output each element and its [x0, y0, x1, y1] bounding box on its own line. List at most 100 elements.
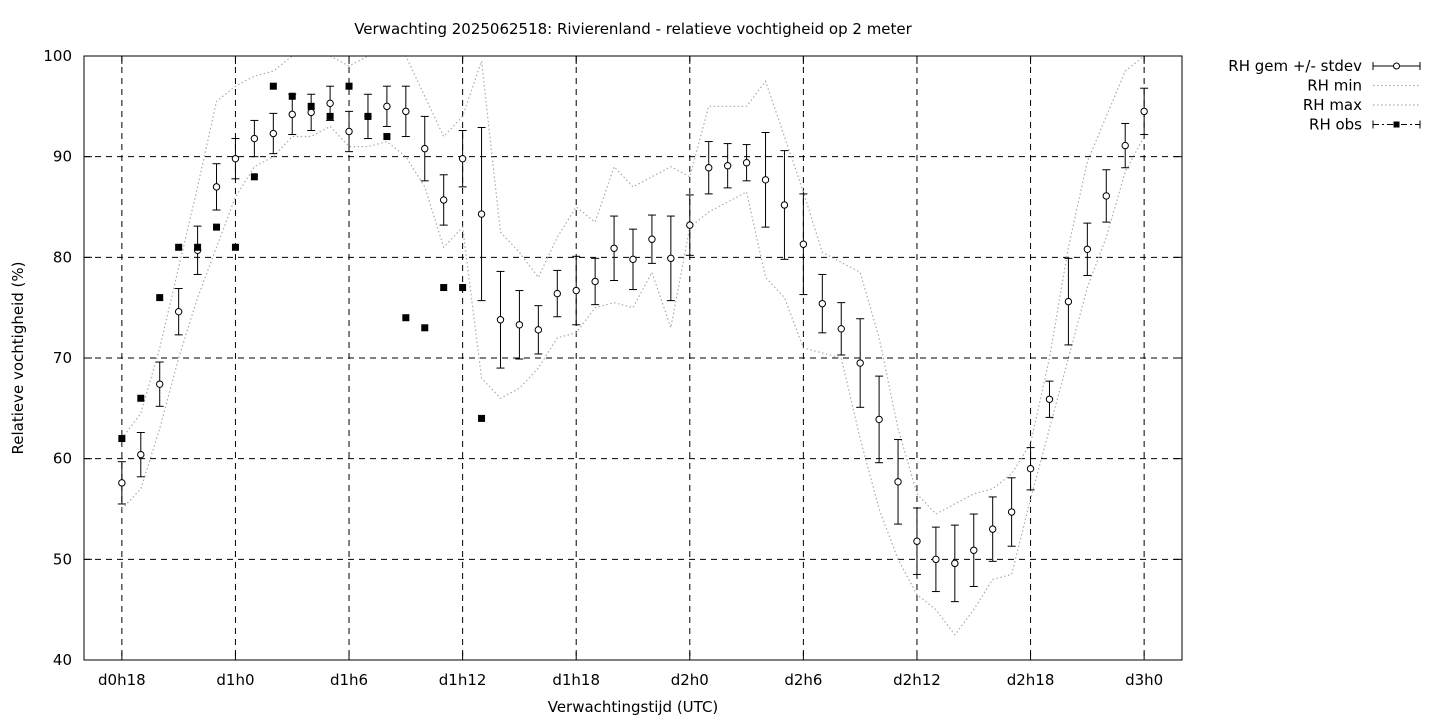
obs-point — [137, 394, 145, 402]
obs-point — [345, 82, 353, 90]
mean-point — [307, 108, 315, 117]
mean-point — [894, 478, 902, 486]
x-tick-label: d2h18 — [1007, 671, 1055, 689]
obs-point — [326, 112, 334, 120]
mean-point — [269, 129, 278, 138]
mean-point — [345, 127, 353, 136]
obs-point — [307, 102, 315, 110]
mean-point — [837, 325, 845, 333]
mean-point — [951, 559, 959, 568]
mean-point — [988, 525, 997, 533]
mean-point — [742, 159, 751, 167]
obs-point — [421, 324, 429, 332]
obs-point — [194, 243, 202, 251]
y-tick-label: 90 — [53, 148, 72, 166]
mean-point — [1064, 297, 1073, 306]
x-tick-label: d2h12 — [893, 671, 941, 689]
mean-point — [118, 479, 126, 487]
y-tick-label: 50 — [53, 550, 72, 568]
legend-label: RH gem +/- stdev — [1228, 57, 1362, 75]
plot-frame — [83, 55, 1183, 661]
mean-point — [477, 210, 486, 218]
obs-point — [250, 173, 258, 181]
mean-point — [761, 176, 770, 184]
obs-point — [364, 112, 372, 120]
x-tick-label: d0h18 — [98, 671, 146, 689]
mean-point — [231, 154, 240, 163]
obs-point — [269, 82, 277, 90]
mean-point — [1045, 395, 1054, 403]
mean-point — [156, 380, 164, 388]
mean-point — [250, 134, 259, 143]
mean-point — [913, 537, 921, 545]
obs-point — [440, 284, 448, 292]
mean-point — [970, 546, 978, 554]
obs-point — [231, 243, 239, 251]
obs-point — [478, 414, 486, 422]
mean-point — [799, 240, 808, 248]
mean-point — [648, 235, 656, 243]
grid-lines — [84, 56, 1182, 660]
x-axis-ticks: d0h18 d1h0 d1h6 d1h12 d1h18 d2h0 d2h6 d2h12 d2h1… — [98, 56, 1163, 689]
mean-point — [212, 183, 221, 191]
mean-point — [1007, 508, 1016, 516]
mean-point — [383, 102, 391, 111]
mean-point — [402, 107, 410, 116]
mean-point — [174, 307, 183, 316]
legend-swatch-point — [1393, 62, 1400, 70]
rh-min-line — [121, 125, 1145, 636]
y-tick-label: 70 — [53, 349, 72, 367]
mean-point — [421, 144, 429, 153]
mean-point — [818, 299, 827, 308]
obs-point — [459, 284, 467, 292]
mean-point — [1083, 245, 1092, 253]
mean-point — [629, 255, 637, 264]
mean-point — [1102, 192, 1110, 200]
mean-point — [686, 221, 694, 229]
rh-mean-series — [117, 85, 1149, 603]
obs-point — [175, 243, 183, 251]
y-axis-ticks: 40 50 60 70 80 90 100 — [43, 47, 1182, 669]
mean-point — [1026, 465, 1035, 473]
mean-point — [515, 321, 524, 329]
chart-title: Verwachting 2025062518: Rivierenland - r… — [354, 20, 912, 38]
legend-label: RH obs — [1309, 116, 1362, 134]
mean-point — [326, 99, 334, 108]
y-axis-label: Relatieve vochtigheid (%) — [9, 261, 27, 454]
mean-point — [591, 277, 599, 286]
mean-point — [875, 415, 883, 424]
y-tick-label: 60 — [53, 450, 72, 468]
mean-point — [723, 162, 732, 170]
x-tick-label: d1h18 — [552, 671, 600, 689]
mean-point — [610, 244, 618, 252]
legend-swatch-point — [1393, 121, 1400, 128]
obs-point — [383, 133, 391, 141]
x-tick-label: d1h12 — [439, 671, 487, 689]
x-tick-label: d1h0 — [216, 671, 254, 689]
rh-min-series — [121, 125, 1145, 636]
mean-point — [705, 164, 713, 172]
obs-point — [156, 294, 164, 302]
rh-obs-series — [118, 82, 486, 443]
mean-point — [137, 450, 145, 459]
mean-point — [534, 326, 543, 334]
mean-point — [553, 289, 561, 298]
legend-label: RH max — [1303, 96, 1362, 114]
mean-point — [439, 196, 448, 204]
mean-point — [1140, 107, 1148, 116]
mean-point — [932, 555, 940, 564]
legend-label: RH min — [1307, 77, 1362, 95]
x-axis-label: Verwachtingstijd (UTC) — [548, 698, 719, 716]
mean-point — [856, 359, 864, 367]
mean-point — [458, 154, 467, 163]
x-tick-label: d2h0 — [671, 671, 709, 689]
y-tick-label: 40 — [53, 651, 72, 669]
x-tick-label: d3h0 — [1125, 671, 1163, 689]
obs-point — [288, 92, 296, 100]
mean-point — [288, 110, 296, 119]
x-tick-label: d2h6 — [784, 671, 822, 689]
mean-point — [667, 254, 675, 263]
obs-point — [213, 223, 221, 231]
